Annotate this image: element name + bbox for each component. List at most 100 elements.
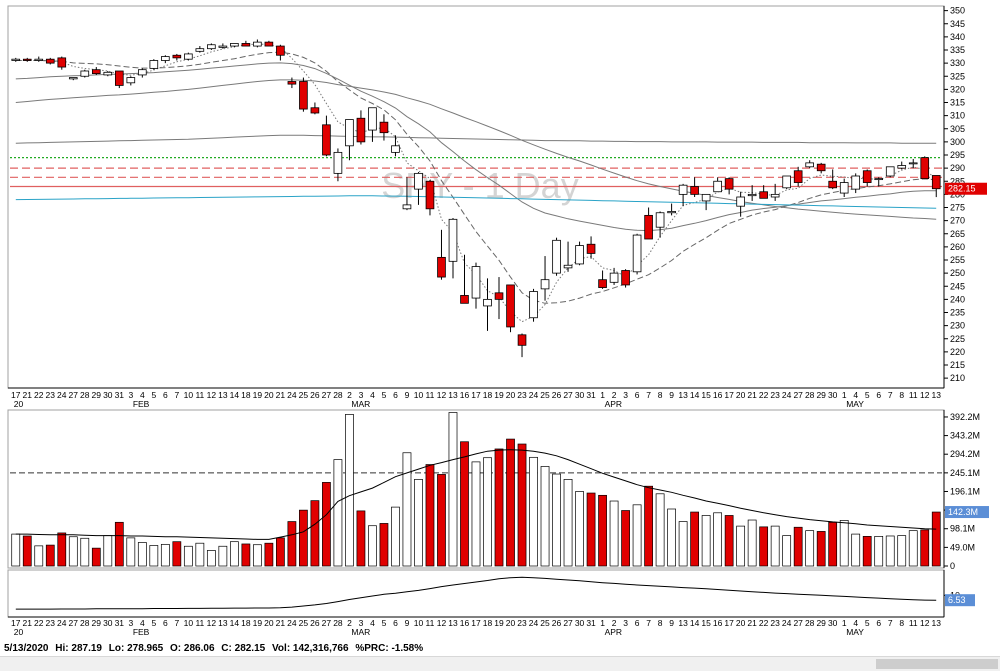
candle-body [483, 298, 492, 307]
candle-body [667, 211, 676, 214]
volume-tick-label: 196.1M [950, 486, 980, 496]
volume-bar [586, 492, 596, 567]
candle [713, 177, 722, 193]
date-tick-label: 25 [540, 390, 550, 400]
candle [609, 267, 619, 285]
volume-tick-label: 245.1M [950, 468, 980, 478]
date-tick-label: 24 [57, 390, 67, 400]
candle-body [149, 60, 159, 69]
date-tick-label: 26 [552, 390, 562, 400]
date-tick-label: 8 [899, 390, 904, 400]
date-tick-label: 18 [483, 390, 493, 400]
candle [805, 160, 814, 169]
date-tick-label: 21 [276, 390, 286, 400]
candle [563, 241, 573, 272]
candle [333, 148, 343, 182]
date-tick-label: 6 [876, 390, 881, 400]
volume-bar [874, 536, 884, 567]
date-tick-label: 17 [471, 390, 481, 400]
date-tick-label: 1 [600, 390, 605, 400]
candle [920, 156, 930, 180]
date-tick-label: 7 [646, 390, 651, 400]
date-tick-label: 13 [448, 618, 458, 628]
candle-body [908, 162, 918, 165]
volume-bar [45, 544, 55, 567]
date-tick-label: 29 [816, 618, 826, 628]
candle-body [161, 56, 170, 61]
date-tick-label: 28 [805, 618, 815, 628]
oscillator-last-label: 6.53 [948, 595, 966, 605]
date-tick-label: 5 [382, 618, 387, 628]
candle [161, 55, 170, 64]
status-close: C: 282.15 [221, 643, 266, 654]
candle-body [264, 41, 274, 47]
date-tick-label: 28 [333, 390, 343, 400]
candle [264, 40, 274, 47]
volume-bar [241, 543, 251, 567]
volume-bar [172, 541, 182, 567]
oscillator-pane [7, 569, 945, 618]
date-tick-label: 14 [230, 618, 240, 628]
candle [391, 135, 400, 157]
month-label: APR [605, 627, 622, 637]
volume-bar [793, 526, 803, 567]
date-tick-label: 24 [529, 390, 539, 400]
horizontal-scrollbar[interactable] [0, 656, 1000, 671]
price-pane [7, 5, 945, 389]
candle-body [45, 58, 55, 64]
date-tick-label: 9 [669, 618, 674, 628]
volume-bar [80, 537, 90, 567]
date-tick-label: 2 [347, 390, 352, 400]
scrollbar-thumb[interactable] [876, 659, 998, 669]
candle [91, 67, 101, 75]
volume-bar [851, 533, 861, 567]
candle [287, 77, 297, 89]
date-tick-label: 18 [241, 618, 251, 628]
volume-bar [632, 504, 642, 567]
date-tick-label: 4 [853, 390, 858, 400]
candle [483, 278, 492, 331]
candle-body [494, 292, 504, 300]
price-tick-label: 340 [950, 32, 965, 42]
date-tick-label: 3 [128, 390, 133, 400]
date-tick-label: 21 [23, 390, 33, 400]
date-tick-label: 23 [770, 390, 780, 400]
volume-bar [908, 530, 918, 567]
candle-body [414, 172, 423, 190]
price-tick-label: 305 [950, 124, 965, 134]
volume-bar [425, 464, 435, 567]
candle [621, 269, 630, 288]
candle-body [540, 279, 550, 290]
candle-body [747, 193, 757, 197]
volume-bar [563, 479, 573, 567]
date-tick-label: 11 [195, 390, 204, 400]
volume-bar [195, 542, 205, 567]
candle [655, 211, 665, 238]
date-tick-label: 26 [310, 390, 320, 400]
candle-body [632, 234, 642, 273]
candle [529, 288, 538, 322]
volume-bar [114, 521, 124, 567]
candle [11, 57, 21, 62]
date-tick-label: 18 [483, 618, 493, 628]
volume-tick-label: 294.2M [950, 449, 980, 459]
date-tick-label: 11 [909, 390, 918, 400]
date-tick-label: 10 [184, 390, 194, 400]
candle-body [218, 45, 228, 48]
oscillator-line [15, 576, 937, 610]
volume-tick-label: 98.1M [950, 524, 975, 534]
candle-body [241, 43, 251, 47]
candle [379, 114, 389, 141]
volume-bar [391, 506, 400, 567]
month-label: MAR [351, 627, 370, 637]
volume-bar [229, 541, 239, 567]
date-tick-label: 11 [426, 618, 435, 628]
candle-body [862, 170, 872, 183]
candle [184, 52, 193, 61]
volume-bar [356, 510, 366, 567]
volume-average-line [15, 449, 937, 540]
candle-body [655, 212, 665, 228]
candle-body [793, 170, 803, 183]
date-tick-label: 2 [612, 618, 617, 628]
candle [678, 183, 688, 207]
